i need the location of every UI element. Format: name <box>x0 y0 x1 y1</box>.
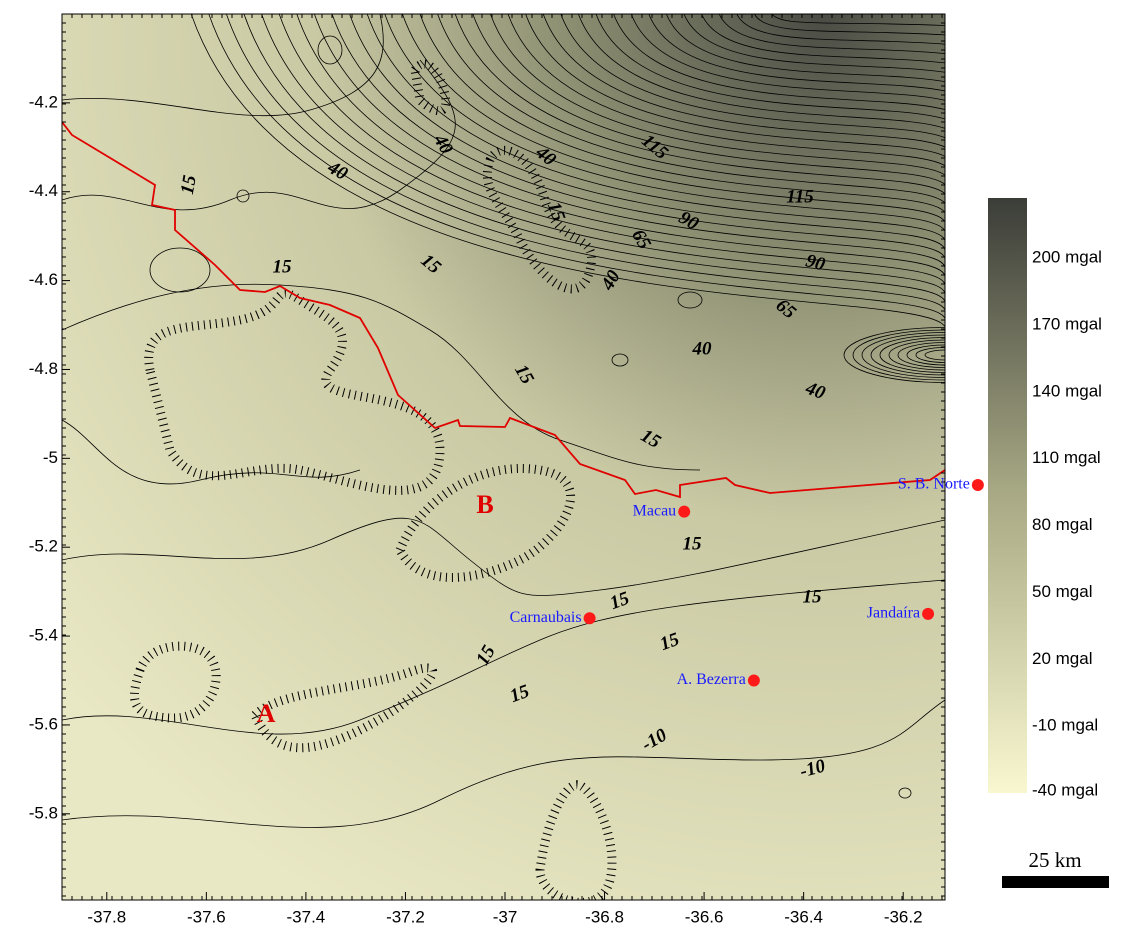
town-marker <box>922 608 934 620</box>
y-tick-label: -4.6 <box>29 270 58 289</box>
map: 25 km -37.8 -37.6 -37.4 -37.2 -37 -36.8 -36.6 -… <box>0 0 1124 935</box>
town-label: Carnaubais <box>510 609 582 626</box>
x-tick-label: -37.2 <box>386 907 425 926</box>
colorbar-label: 200 mgal <box>1032 248 1102 267</box>
contour-label: 15 <box>803 586 823 607</box>
colorbar-label: -10 mgal <box>1032 716 1098 735</box>
y-tick-label: -5 <box>43 448 58 467</box>
colorbar-label: 170 mgal <box>1032 315 1102 334</box>
town-marker <box>748 674 760 686</box>
scale-bar-label: 25 km <box>1028 848 1081 872</box>
colorbar <box>988 198 1027 793</box>
x-tick-label: -37.6 <box>187 907 226 926</box>
x-tick-label: -37.8 <box>87 907 126 926</box>
colorbar-label: 110 mgal <box>1032 448 1101 467</box>
colorbar-label: 80 mgal <box>1032 515 1092 534</box>
colorbar-label: -40 mgal <box>1032 780 1098 799</box>
contour-label: 115 <box>786 186 814 207</box>
x-tick-label: -36.4 <box>784 907 823 926</box>
colorbar-label: 140 mgal <box>1032 381 1102 400</box>
area-marker: A <box>257 699 276 728</box>
x-tick-label: -36.6 <box>685 907 724 926</box>
town-marker <box>678 506 690 518</box>
x-tick-label: -36.2 <box>884 907 923 926</box>
y-tick-label: -5.2 <box>29 537 58 556</box>
x-tick-label: -37.4 <box>287 907 326 926</box>
town-label: Macau <box>633 502 677 519</box>
y-tick-label: -5.8 <box>29 803 58 822</box>
x-tick-label: -37 <box>493 907 518 926</box>
colorbar-label: 20 mgal <box>1032 649 1092 668</box>
y-tick-label: -5.4 <box>29 626 58 645</box>
contour-label: 15 <box>683 533 703 554</box>
contour-label: 15 <box>273 256 293 277</box>
y-tick-label: -4.2 <box>29 92 58 111</box>
colorbar-label: 50 mgal <box>1032 582 1092 601</box>
y-tick-label: -5.6 <box>29 714 58 733</box>
town-label: A. Bezerra <box>677 671 746 688</box>
town-label: S. B. Norte <box>898 476 970 493</box>
town-marker <box>972 479 984 491</box>
contour-label: 40 <box>692 338 713 359</box>
y-tick-label: -4.8 <box>29 359 58 378</box>
page: {"chart_data": {"type": "contour-map", "… <box>0 0 1124 940</box>
area-marker: B <box>476 490 493 519</box>
x-tick-label: -36.8 <box>585 907 624 926</box>
town-marker <box>584 612 596 624</box>
y-tick-label: -4.4 <box>29 181 58 200</box>
town-label: Jandaíra <box>867 605 920 622</box>
